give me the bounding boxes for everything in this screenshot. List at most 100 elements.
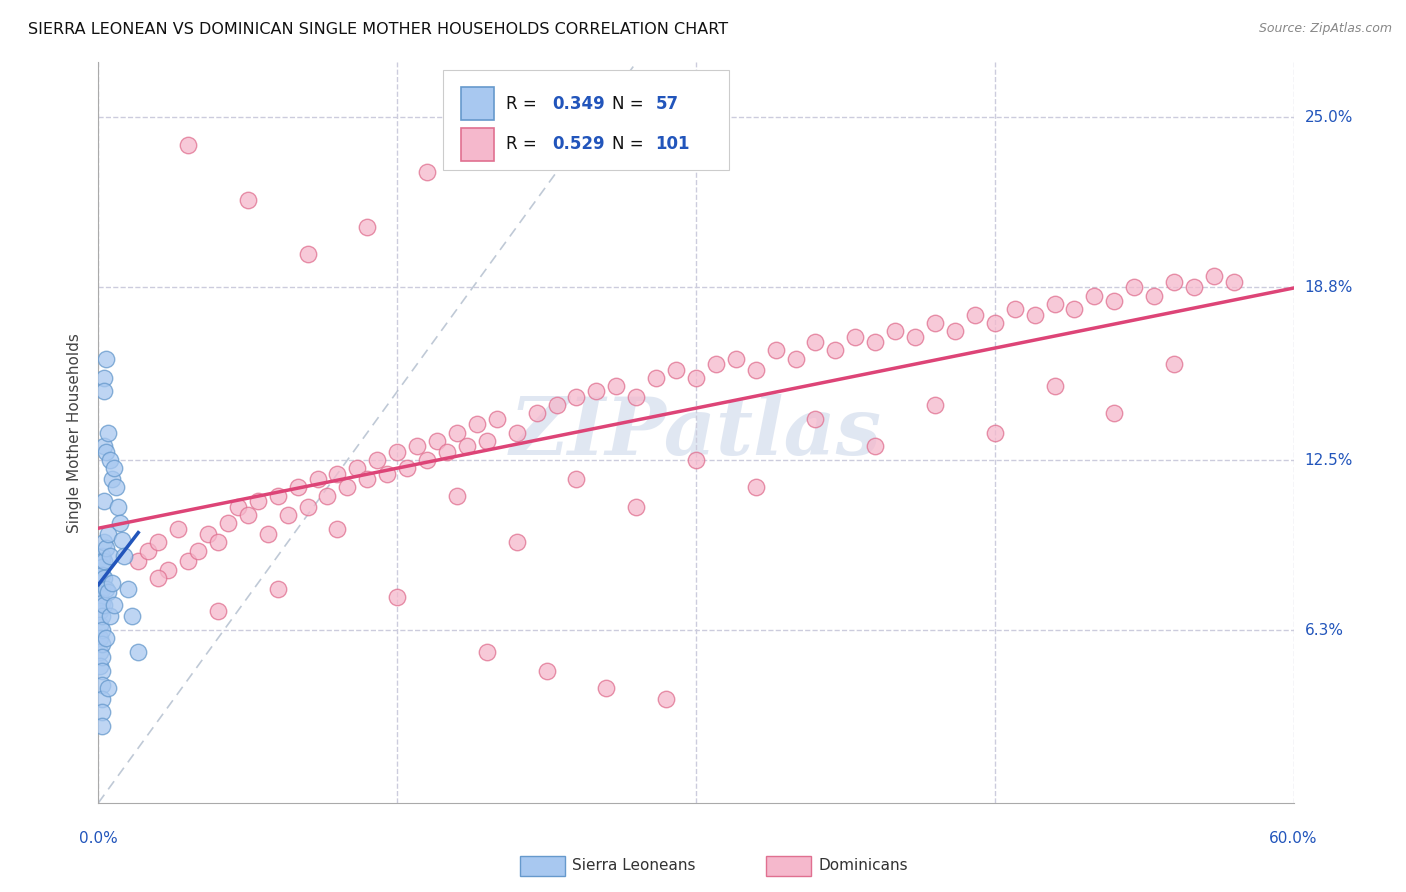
Point (98, 609, 122, 624)
Point (1043, 297, 1066, 311)
Point (91, 609, 114, 624)
Point (91, 637, 114, 651)
Point (177, 554, 200, 568)
Point (595, 681, 617, 695)
Point (765, 343, 787, 358)
Point (256, 527, 278, 541)
Point (96, 541, 118, 555)
Point (127, 554, 149, 568)
Point (1024, 308, 1046, 322)
Point (107, 500, 129, 514)
Point (97, 584, 120, 599)
Text: 0.349: 0.349 (553, 95, 606, 113)
Point (93, 494, 115, 508)
Text: Source: ZipAtlas.com: Source: ZipAtlas.com (1258, 22, 1392, 36)
Point (89, 658, 111, 673)
Point (103, 461, 125, 475)
Point (804, 335, 827, 350)
Point (103, 599, 125, 613)
Point (865, 439, 887, 453)
Point (605, 379, 627, 393)
Point (89, 645, 111, 659)
Point (626, 500, 648, 514)
Point (89, 604, 111, 618)
Point (465, 417, 488, 432)
Point (89, 576, 111, 591)
Point (1223, 275, 1246, 289)
Point (91, 691, 114, 706)
Point (884, 324, 907, 338)
Point (91, 664, 114, 678)
Point (91, 582, 114, 596)
Point (89, 590, 111, 604)
Text: 25.0%: 25.0% (1305, 110, 1353, 125)
Text: 60.0%: 60.0% (1270, 830, 1317, 846)
Point (1163, 275, 1185, 289)
Point (187, 543, 209, 558)
Text: ZIPatlas: ZIPatlas (510, 394, 882, 471)
Point (89, 558, 111, 572)
Point (536, 664, 558, 678)
Point (416, 453, 439, 467)
Point (685, 371, 707, 385)
Point (506, 535, 529, 549)
Point (91, 719, 114, 733)
Point (246, 494, 269, 508)
Point (117, 582, 139, 596)
Point (111, 533, 134, 547)
Point (1104, 406, 1126, 420)
Text: R =: R = (506, 135, 541, 153)
Point (665, 362, 688, 376)
Point (1182, 280, 1205, 294)
Point (385, 590, 409, 604)
Point (485, 412, 508, 426)
Point (91, 623, 114, 637)
Point (1143, 288, 1166, 302)
Point (963, 308, 986, 322)
Y-axis label: Single Mother Households: Single Mother Households (67, 333, 83, 533)
Text: 101: 101 (655, 135, 690, 153)
Point (110, 516, 132, 530)
Point (385, 445, 409, 459)
Point (97, 527, 120, 541)
Point (207, 535, 229, 549)
Point (112, 549, 135, 563)
Point (96, 632, 118, 646)
Point (91, 706, 114, 720)
Point (167, 522, 190, 536)
Point (105, 480, 128, 494)
Point (127, 645, 149, 659)
Point (89, 571, 111, 585)
Point (804, 412, 827, 426)
Text: SIERRA LEONEAN VS DOMINICAN SINGLE MOTHER HOUSEHOLDS CORRELATION CHART: SIERRA LEONEAN VS DOMINICAN SINGLE MOTHE… (28, 22, 728, 37)
Point (287, 480, 309, 494)
Point (89, 563, 111, 577)
Point (91, 678, 114, 692)
Text: Dominicans: Dominicans (818, 858, 908, 872)
Point (98, 549, 122, 563)
Point (475, 645, 498, 659)
Text: N =: N = (613, 135, 650, 153)
Point (396, 461, 419, 475)
Point (93, 571, 115, 585)
Point (267, 582, 290, 596)
Point (724, 351, 747, 366)
Point (89, 617, 111, 632)
Point (91, 650, 114, 665)
Point (236, 508, 259, 522)
Point (1104, 293, 1126, 308)
Point (307, 472, 329, 486)
Point (267, 489, 290, 503)
Point (475, 434, 498, 448)
Point (226, 500, 249, 514)
Point (1123, 280, 1146, 294)
Point (924, 316, 946, 330)
Point (91, 560, 114, 574)
Point (217, 516, 239, 530)
Point (177, 137, 200, 152)
Point (93, 535, 115, 549)
FancyBboxPatch shape (461, 87, 494, 120)
Point (93, 599, 115, 613)
Point (685, 453, 707, 467)
Text: N =: N = (613, 95, 650, 113)
